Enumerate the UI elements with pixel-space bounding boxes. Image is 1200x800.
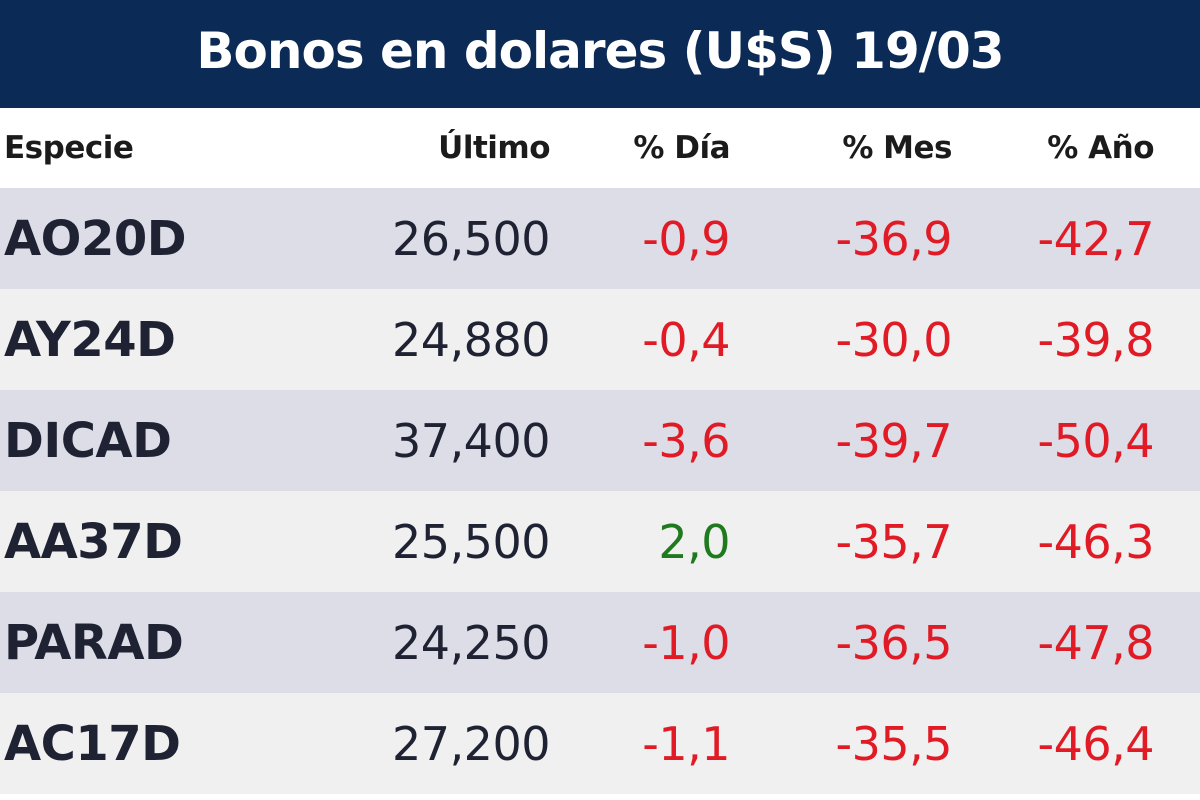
cell-especie: AA37D xyxy=(4,513,183,570)
cell-dia: -1,1 xyxy=(642,716,730,771)
header-mes: % Mes xyxy=(842,130,952,166)
table-row: AY24D 24,880 -0,4 -30,0 -39,8 xyxy=(0,289,1200,390)
cell-anio: -50,4 xyxy=(1037,413,1154,468)
table-header: Especie Último % Día % Mes % Año xyxy=(0,108,1200,188)
cell-anio: -46,3 xyxy=(1037,514,1154,569)
cell-mes: -35,5 xyxy=(835,716,952,771)
cell-ultimo: 24,250 xyxy=(392,615,550,670)
page-title: Bonos en dolares (U$S) 19/03 xyxy=(196,22,1004,80)
cell-especie: PARAD xyxy=(4,614,184,671)
cell-anio: -42,7 xyxy=(1037,211,1154,266)
table-row: AC17D 27,200 -1,1 -35,5 -46,4 xyxy=(0,693,1200,794)
cell-mes: -30,0 xyxy=(835,312,952,367)
cell-especie: AO20D xyxy=(4,210,187,267)
header-dia: % Día xyxy=(633,130,730,166)
cell-dia: -1,0 xyxy=(642,615,730,670)
cell-especie: AY24D xyxy=(4,311,176,368)
header-anio: % Año xyxy=(1047,130,1154,166)
cell-dia: -3,6 xyxy=(642,413,730,468)
table-row: PARAD 24,250 -1,0 -36,5 -47,8 xyxy=(0,592,1200,693)
cell-dia: 2,0 xyxy=(658,514,730,569)
cell-mes: -36,5 xyxy=(835,615,952,670)
table-row: DICAD 37,400 -3,6 -39,7 -50,4 xyxy=(0,390,1200,491)
header-especie: Especie xyxy=(4,130,134,166)
cell-ultimo: 25,500 xyxy=(392,514,550,569)
table-row: AA37D 25,500 2,0 -35,7 -46,3 xyxy=(0,491,1200,592)
cell-dia: -0,9 xyxy=(642,211,730,266)
cell-anio: -47,8 xyxy=(1037,615,1154,670)
cell-mes: -36,9 xyxy=(835,211,952,266)
cell-ultimo: 26,500 xyxy=(392,211,550,266)
cell-ultimo: 37,400 xyxy=(392,413,550,468)
cell-anio: -39,8 xyxy=(1037,312,1154,367)
title-bar: Bonos en dolares (U$S) 19/03 xyxy=(0,0,1200,108)
cell-ultimo: 24,880 xyxy=(392,312,550,367)
table-row: AO20D 26,500 -0,9 -36,9 -42,7 xyxy=(0,188,1200,289)
cell-dia: -0,4 xyxy=(642,312,730,367)
cell-mes: -35,7 xyxy=(835,514,952,569)
cell-especie: AC17D xyxy=(4,715,181,772)
cell-especie: DICAD xyxy=(4,412,172,469)
cell-ultimo: 27,200 xyxy=(392,716,550,771)
cell-mes: -39,7 xyxy=(835,413,952,468)
header-ultimo: Último xyxy=(438,130,550,166)
cell-anio: -46,4 xyxy=(1037,716,1154,771)
